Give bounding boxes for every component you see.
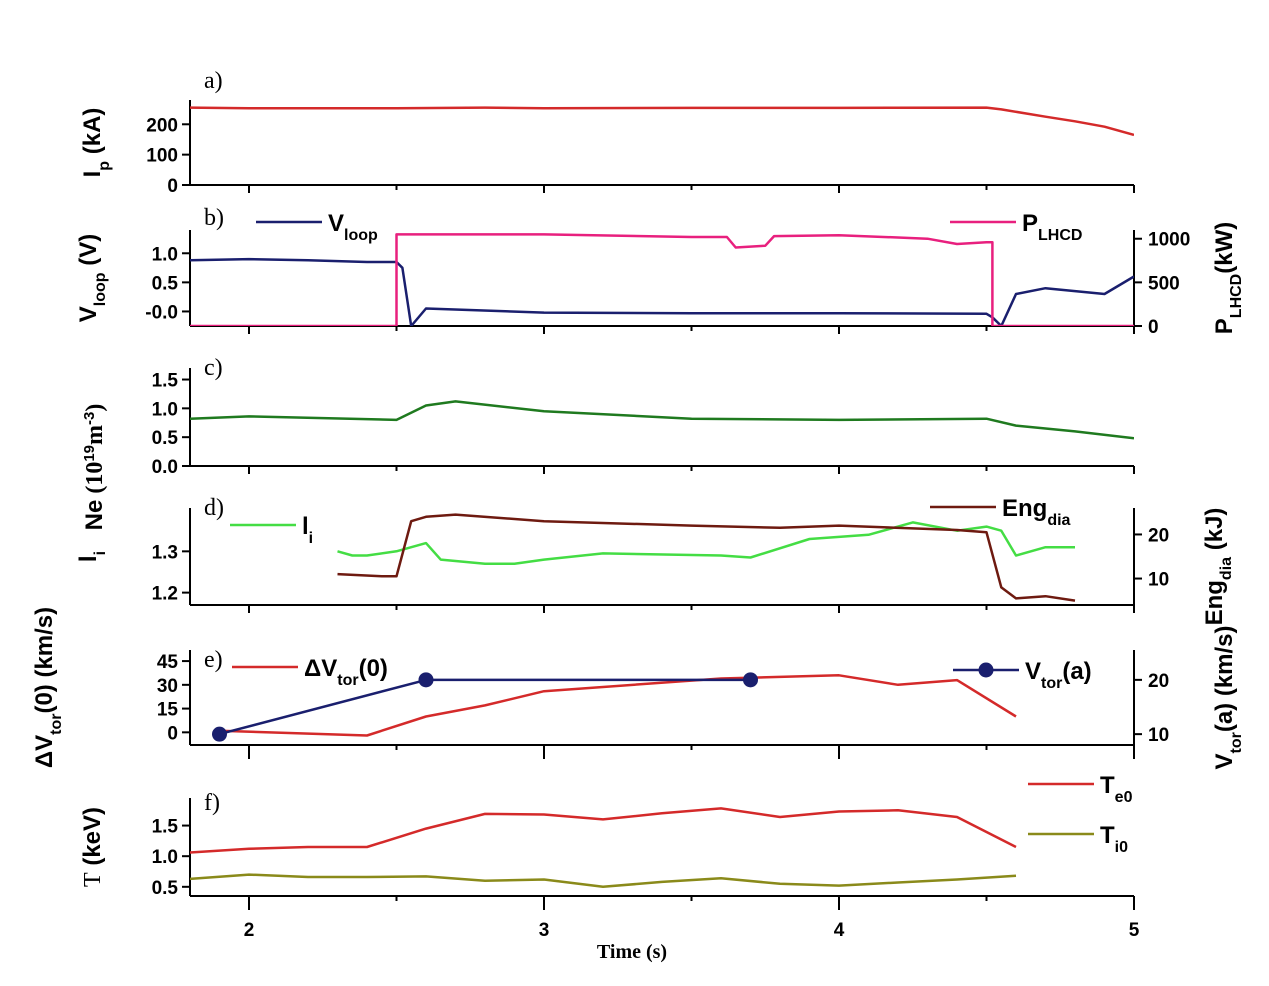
legend-item: PLHCD (950, 210, 1082, 244)
y-tick-label: 15 (157, 700, 179, 721)
y-axis-label: Ip (kA) (79, 108, 113, 178)
y-tick-label: 1.5 (152, 817, 179, 838)
panel-label: d) (204, 495, 224, 521)
panel-f: 0.5 1.0 1.5 f) T (keV) Te0 Ti0 (79, 772, 1135, 910)
series-line-Engdia (337, 513, 1076, 602)
series-line-Ti0 (190, 873, 1017, 889)
y-axis-label-right: PLHCD(kW) (1211, 222, 1245, 334)
panel-label: a) (204, 68, 223, 94)
panel-c: 0.0 0.5 1.0 1.5 c) Ne (1019m-3) (81, 355, 1135, 530)
legend-item: Vtor(a) (953, 658, 1092, 692)
y-tick-label: 1.0 (152, 847, 178, 868)
y-tick-label-right: 10 (1148, 570, 1169, 591)
y-axis-label: Vloop (V) (75, 234, 109, 322)
series-line-PLHCD (190, 233, 1134, 326)
y-tick-label-right: 10 (1148, 725, 1169, 746)
y-axis-label-right: Engdia (kJ) (1201, 508, 1235, 626)
series-line-Vloop (190, 257, 1134, 326)
panel-e: 015 30 45 10 20 e) ΔVtor(0) (km/s) Vtor(a) (km/… (31, 607, 1245, 770)
y-tick-label: 1.0 (152, 244, 178, 265)
series-line-li (337, 521, 1075, 565)
legend-label: Te0 (1100, 772, 1133, 806)
x-tick-label: 5 (1129, 920, 1140, 941)
y-axis-label: ΔVtor(0) (km/s) (31, 607, 65, 768)
legend-label: ΔVtor(0) (304, 655, 388, 689)
legend-label: Vloop (328, 210, 378, 244)
series-line-Vtora (219, 678, 751, 736)
y-axis-label: T (keV) (79, 807, 106, 887)
legend-label: Engdia (1002, 495, 1071, 529)
y-tick-label: 0 (167, 176, 178, 197)
legend-label: Ti0 (1100, 822, 1128, 856)
y-tick-label: 100 (146, 146, 178, 167)
y-tick-label: -0.0 (145, 302, 178, 323)
y-tick-label-right: 500 (1148, 273, 1180, 294)
y-axis-label: li (75, 551, 109, 562)
y-tick-label: 200 (146, 115, 178, 136)
y-tick-label: 1.2 (152, 584, 178, 605)
legend-label: PLHCD (1022, 210, 1082, 244)
y-tick-label: 0.0 (152, 457, 178, 478)
x-axis-title: Time (s) (597, 941, 667, 963)
legend-item: Ti0 (1028, 822, 1128, 856)
y-tick-label: 0.5 (152, 428, 179, 449)
panel-a: 0 100 200 a) Ip (kA) (79, 68, 1135, 197)
panel-label: c) (204, 355, 223, 381)
y-tick-label: 0 (167, 723, 178, 744)
y-axis-label-right: Vtor(a) (km/s) (1211, 625, 1245, 769)
legend-item: Vloop (256, 210, 378, 244)
series-line-Ip (190, 106, 1134, 137)
y-tick-label-right: 1000 (1148, 230, 1190, 251)
legend-item: Te0 (1028, 772, 1133, 806)
panel-d: 1.2 1.3 10 20 d) li Engdia (kJ) li Engdia (75, 495, 1235, 625)
legend-label: Vtor(a) (1025, 658, 1092, 692)
legend-item: ΔVtor(0) (232, 655, 388, 689)
series-marker-Vtora (212, 726, 227, 742)
panel-label: e) (204, 647, 223, 673)
panel-label: b) (204, 205, 224, 231)
legend-marker (978, 662, 994, 678)
y-tick-label: 45 (157, 652, 179, 673)
y-tick-label: 1.3 (152, 542, 178, 563)
panel-b: -0.0 0.5 1.0 0 500 1000 b) Vloop (V) PLHCD(kW) Vl… (75, 205, 1245, 338)
y-tick-label: 30 (157, 676, 178, 697)
y-tick-label: 1.0 (152, 399, 178, 420)
series-line-dVtor0 (219, 674, 1017, 737)
series-line-Ne (190, 400, 1134, 440)
y-tick-label-right: 20 (1148, 525, 1169, 546)
legend-label: li (302, 513, 313, 547)
y-tick-label-right: 0 (1148, 317, 1159, 338)
y-tick-label: 1.5 (152, 371, 179, 392)
y-axis-label: Ne (1019m-3) (81, 404, 109, 531)
y-tick-label: 0.5 (152, 273, 179, 294)
panel-label: f) (204, 790, 220, 816)
series-marker-Vtora (418, 672, 434, 688)
x-tick-label: 3 (539, 920, 550, 941)
series-line-Te0 (190, 807, 1017, 854)
series-marker-Vtora (743, 672, 758, 688)
x-tick-label: 4 (834, 920, 845, 941)
y-tick-label-right: 20 (1148, 671, 1169, 692)
x-tick-label: 2 (244, 920, 255, 941)
legend-item: Engdia (930, 495, 1071, 529)
y-tick-label: 0.5 (152, 878, 179, 899)
legend-item: li (230, 513, 313, 547)
